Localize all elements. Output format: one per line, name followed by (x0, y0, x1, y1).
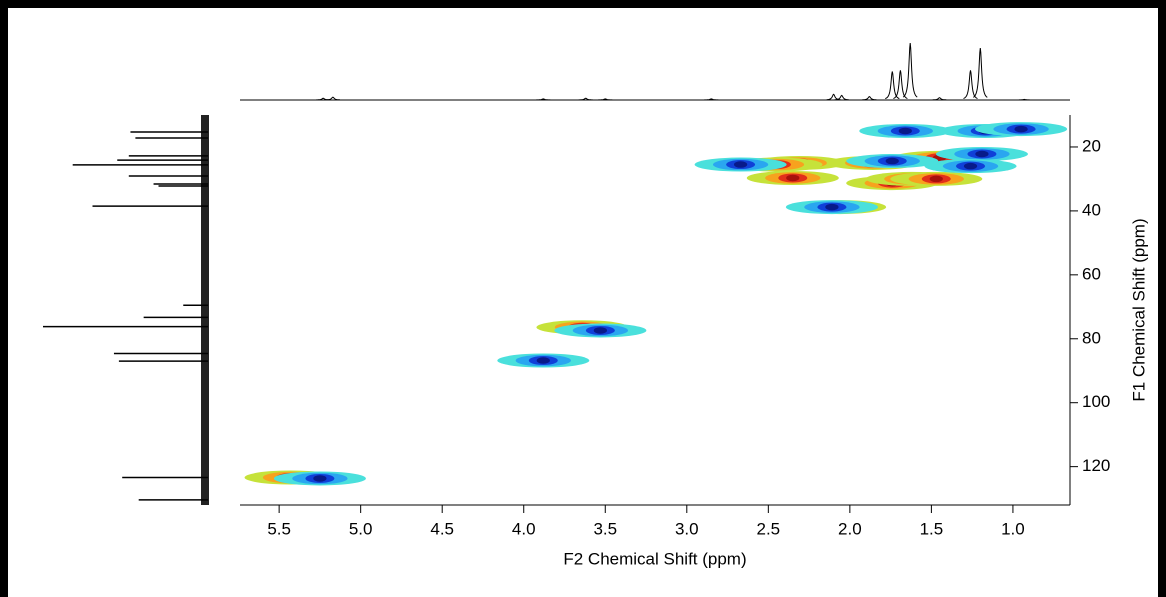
y-axis-label: F1 Chemical Shift (ppm) (1129, 218, 1148, 401)
f2-projection-peak (834, 94, 849, 101)
y-tick-label: 120 (1082, 456, 1110, 475)
f2-projection-peak (902, 42, 918, 98)
x-tick-label: 3.0 (675, 519, 699, 538)
cross-peak (975, 150, 989, 158)
f2-projection-peak (862, 96, 877, 101)
cross-peak (313, 475, 327, 482)
f2-projection-peak (704, 98, 719, 101)
canvas (8, 8, 1158, 597)
cross-peak (536, 357, 550, 364)
cross-peak (963, 162, 978, 170)
x-tick-label: 1.5 (920, 519, 944, 538)
x-tick-label: 2.5 (757, 519, 781, 538)
y-tick-label: 60 (1082, 264, 1101, 283)
f2-projection-peak (578, 97, 593, 101)
cross-peak (929, 175, 943, 183)
f1-projection-noise (201, 115, 209, 505)
f2-projection-peak (893, 70, 908, 99)
f2-projection-peak (1017, 98, 1032, 101)
x-tick-label: 3.5 (593, 519, 617, 538)
cross-peak (786, 174, 800, 182)
cross-peak (1014, 125, 1028, 133)
f2-projection-peak (963, 70, 978, 99)
x-tick-label: 4.5 (430, 519, 454, 538)
f2-projection-peak (932, 97, 947, 101)
f2-projection-peak (325, 96, 340, 101)
x-tick-label: 4.0 (512, 519, 536, 538)
y-tick-label: 20 (1082, 136, 1101, 155)
x-tick-label: 2.0 (838, 519, 862, 538)
y-tick-label: 80 (1082, 328, 1101, 347)
x-tick-label: 5.5 (267, 519, 291, 538)
f2-projection-peak (598, 98, 613, 101)
cross-peak (733, 161, 748, 168)
cross-peak (825, 203, 839, 211)
x-tick-label: 5.0 (349, 519, 373, 538)
cross-peak (885, 157, 899, 165)
cross-peak (593, 327, 607, 334)
f2-projection-peak (536, 98, 551, 101)
f2-projection-peak (885, 71, 900, 100)
y-tick-label: 40 (1082, 200, 1101, 219)
f2-projection-peak (972, 48, 988, 98)
x-axis-label: F2 Chemical Shift (ppm) (563, 549, 746, 568)
y-tick-label: 100 (1082, 392, 1110, 411)
x-tick-label: 1.0 (1001, 519, 1025, 538)
cross-peak (898, 127, 912, 135)
